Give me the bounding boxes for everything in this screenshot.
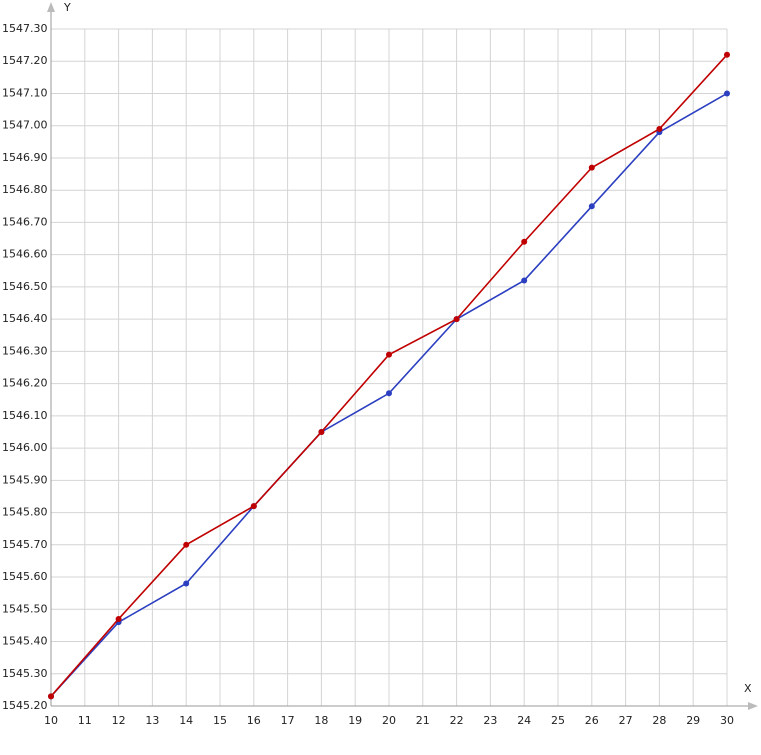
y-tick-label: 1546.20 xyxy=(2,377,48,390)
data-point xyxy=(183,541,190,548)
data-point xyxy=(250,503,257,510)
x-tick-label: 19 xyxy=(348,714,362,727)
y-tick-label: 1546.90 xyxy=(2,151,48,164)
x-tick-label: 13 xyxy=(145,714,159,727)
y-tick-label: 1546.30 xyxy=(2,344,48,357)
y-tick-label: 1547.20 xyxy=(2,54,48,67)
x-tick-label: 27 xyxy=(619,714,633,727)
x-tick-label: 29 xyxy=(686,714,700,727)
y-tick-label: 1545.50 xyxy=(2,602,48,615)
x-tick-label: 16 xyxy=(247,714,261,727)
data-point xyxy=(588,164,595,171)
data-point xyxy=(386,351,392,358)
x-tick-label: 24 xyxy=(517,714,531,727)
y-arrow xyxy=(47,2,55,12)
x-arrow xyxy=(748,702,758,710)
y-tick-label: 1546.10 xyxy=(2,409,48,422)
x-tick-label: 30 xyxy=(720,714,734,727)
data-point xyxy=(656,125,663,132)
x-tick-label: 21 xyxy=(416,714,430,727)
data-point xyxy=(521,238,528,245)
y-tick-label: 1545.30 xyxy=(2,667,48,680)
data-point xyxy=(453,316,460,323)
x-tick-label: 26 xyxy=(585,714,599,727)
x-tick-label: 28 xyxy=(652,714,666,727)
y-tick-label: 1545.60 xyxy=(2,570,48,583)
x-axis-label: X xyxy=(744,682,752,695)
y-tick-label: 1546.40 xyxy=(2,312,48,325)
y-tick-label: 1545.40 xyxy=(2,635,48,648)
y-tick-label: 1547.10 xyxy=(2,86,48,99)
data-point xyxy=(724,90,730,97)
x-tick-label: 12 xyxy=(112,714,126,727)
data-point xyxy=(588,203,595,210)
data-point xyxy=(115,615,122,622)
data-point xyxy=(48,693,54,700)
x-tick-label: 25 xyxy=(551,714,565,727)
x-tick-label: 11 xyxy=(78,714,92,727)
x-tick-label: 18 xyxy=(314,714,328,727)
x-tick-label: 22 xyxy=(450,714,464,727)
x-tick-label: 15 xyxy=(213,714,227,727)
x-tick-label: 17 xyxy=(281,714,295,727)
y-tick-label: 1545.80 xyxy=(2,506,48,519)
x-tick-label: 23 xyxy=(483,714,497,727)
y-tick-label: 1546.50 xyxy=(2,280,48,293)
data-point xyxy=(318,428,325,435)
y-tick-label: 1547.00 xyxy=(2,119,48,132)
x-tick-label: 10 xyxy=(44,714,58,727)
x-tick-label: 20 xyxy=(382,714,396,727)
data-point xyxy=(386,390,392,397)
data-point xyxy=(183,580,190,587)
y-tick-label: 1545.90 xyxy=(2,473,48,486)
y-tick-label: 1546.60 xyxy=(2,248,48,261)
y-tick-label: 1546.70 xyxy=(2,215,48,228)
y-tick-label: 1545.20 xyxy=(2,699,48,712)
y-axis-label: Y xyxy=(63,1,71,14)
x-tick-label: 14 xyxy=(179,714,193,727)
data-point xyxy=(521,277,528,284)
y-tick-label: 1545.70 xyxy=(2,538,48,551)
y-tick-label: 1546.80 xyxy=(2,183,48,196)
y-tick-label: 1547.30 xyxy=(2,22,48,35)
data-point xyxy=(724,51,730,58)
y-tick-label: 1546.00 xyxy=(2,441,48,454)
